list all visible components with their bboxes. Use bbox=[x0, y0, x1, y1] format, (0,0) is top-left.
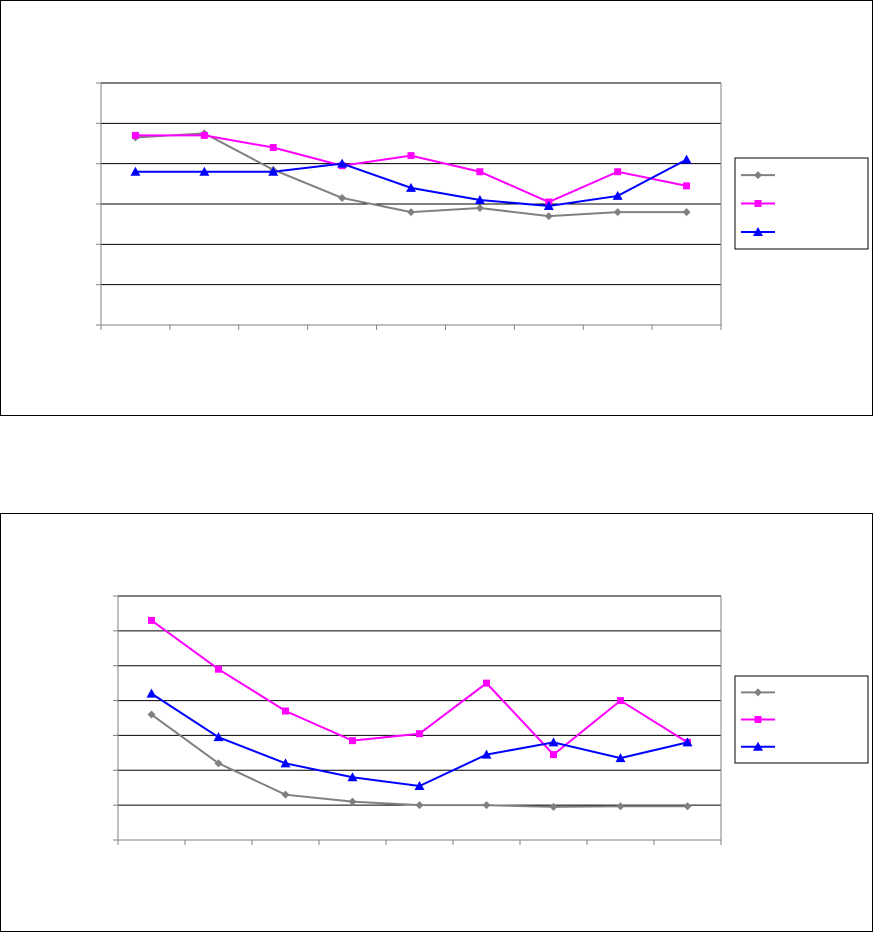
chart-1-series-3-point bbox=[337, 158, 348, 168]
chart-2-series-1-point bbox=[214, 759, 223, 768]
chart-2-series-2-point bbox=[550, 751, 557, 759]
chart-2-series-3-point bbox=[280, 758, 291, 768]
chart-2-series-1-point bbox=[281, 790, 290, 799]
chart-1-series-1-point bbox=[682, 208, 691, 217]
chart-1-series-2-line bbox=[135, 134, 687, 204]
chart-1-series-2-point bbox=[269, 144, 277, 152]
chart-1-series-2-point bbox=[683, 182, 691, 190]
chart-2-legend-marker-1 bbox=[754, 688, 762, 697]
chart-1-series-3-point bbox=[268, 166, 279, 176]
chart-1-series-3-point bbox=[474, 194, 485, 204]
chart-2-series-1-line bbox=[150, 713, 688, 808]
chart-2-series-3-point bbox=[146, 688, 157, 698]
chart-1-plot bbox=[96, 82, 869, 330]
chart-2-series-2-point bbox=[148, 616, 155, 624]
chart-2-series-2-point bbox=[282, 707, 289, 715]
chart-1-series-3-line bbox=[135, 158, 688, 208]
chart-2-series-2-point bbox=[617, 697, 624, 705]
chart-2-series-2-point bbox=[483, 679, 490, 687]
chart-1-series-3-point bbox=[406, 182, 416, 192]
chart-1-series-2-point bbox=[614, 168, 622, 176]
chart-2-series-1-point bbox=[348, 797, 357, 806]
chart-1-series-3-point bbox=[543, 201, 554, 211]
chart-2-series-3-point bbox=[615, 753, 626, 763]
chart-1-series-3-point bbox=[612, 190, 623, 200]
chart-1-series-3-point bbox=[681, 154, 692, 164]
chart-1-series-2-point bbox=[476, 168, 484, 176]
chart-1-series-1-point bbox=[475, 204, 484, 213]
chart-1-series-1-point bbox=[613, 208, 622, 217]
chart-2-series-2-point bbox=[349, 737, 356, 745]
chart-2-legend-marker-3 bbox=[753, 741, 763, 751]
chart-2-series-1-point bbox=[482, 801, 491, 810]
chart-2-series-3-point bbox=[548, 737, 559, 747]
chart-2-series-1-point bbox=[683, 802, 692, 811]
chart-1-series-1-point bbox=[544, 212, 553, 221]
chart-2-series-3-point bbox=[481, 749, 492, 759]
chart-2 bbox=[0, 513, 873, 932]
chart-1-legend-marker-2 bbox=[754, 200, 762, 207]
chart-2-legend-marker-2 bbox=[754, 716, 762, 723]
chart-2-series-1-point bbox=[415, 801, 424, 810]
chart-1 bbox=[0, 0, 873, 416]
chart-2-series-3-point bbox=[682, 737, 693, 747]
chart-1-legend-marker-1 bbox=[754, 171, 762, 180]
chart-2-series-2-point bbox=[215, 665, 222, 673]
chart-2-series-3-point bbox=[347, 772, 358, 782]
chart-2-series-3-point bbox=[414, 780, 425, 790]
chart-2-series-2-point bbox=[416, 730, 423, 738]
chart-2-series-1-point bbox=[616, 802, 625, 811]
chart-1-series-3-point bbox=[199, 166, 210, 176]
chart-1-series-2-point bbox=[200, 131, 208, 139]
chart-1-series-3-point bbox=[130, 166, 141, 176]
chart-1-series-1-point bbox=[407, 208, 415, 217]
chart-2-series-3-point bbox=[213, 732, 224, 742]
chart-2-series-1-point bbox=[549, 802, 558, 811]
chart-2-series-1-point bbox=[147, 710, 156, 719]
chart-2-series-3-line bbox=[150, 692, 688, 788]
chart-1-series-2-point bbox=[407, 152, 415, 160]
chart-1-legend-marker-3 bbox=[753, 226, 763, 236]
chart-1-series-2-point bbox=[131, 131, 139, 139]
chart-2-plot bbox=[113, 595, 869, 845]
chart-1-series-1-point bbox=[338, 193, 347, 202]
